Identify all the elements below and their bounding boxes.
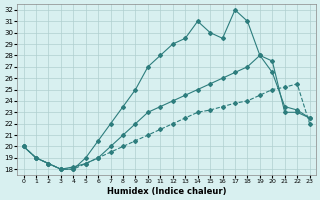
X-axis label: Humidex (Indice chaleur): Humidex (Indice chaleur) bbox=[107, 187, 226, 196]
